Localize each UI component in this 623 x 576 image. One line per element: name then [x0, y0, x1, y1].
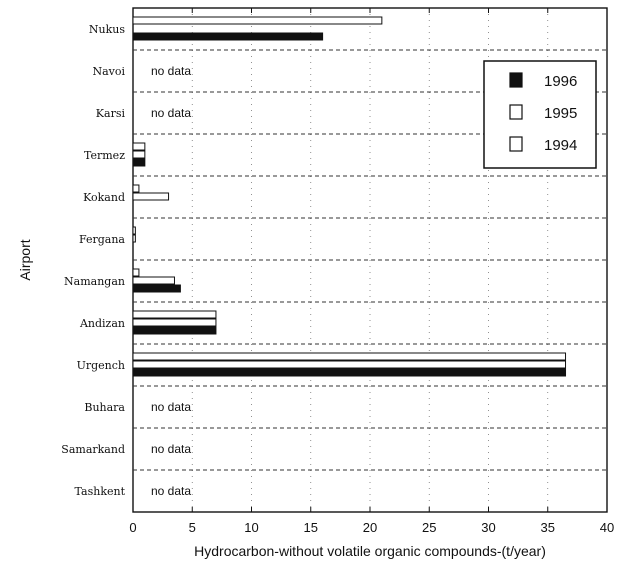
bar-1995-urgench [132, 360, 567, 369]
category-label: Namangan [64, 275, 125, 288]
legend-frame [483, 60, 597, 169]
bar-1994-fergana [132, 226, 136, 235]
legend-swatch-1994 [509, 136, 523, 152]
legend-label-1994: 1994 [544, 137, 577, 154]
bar-1995-termez [132, 150, 146, 159]
x-tick-labels: 0 5 10 15 20 25 30 35 40 [129, 8, 614, 535]
y-axis-title: Airport [17, 239, 33, 280]
bar-1994-termez [132, 142, 146, 151]
category-label: Urgench [77, 359, 125, 372]
x-tick-label: 35 [541, 520, 555, 535]
x-tick-label: 0 [129, 520, 136, 535]
category-label: Navoi [92, 65, 125, 78]
x-tick-label: 5 [189, 520, 196, 535]
x-tick-label: 40 [600, 520, 614, 535]
bar-1996-nukus [132, 32, 324, 41]
category-label: Fergana [79, 233, 125, 246]
bar-1995-kokand [132, 192, 170, 201]
legend-swatch-1996 [509, 72, 523, 88]
x-tick-label: 25 [422, 520, 436, 535]
category-label: Termez [84, 149, 125, 162]
no-data-label: no data [151, 442, 191, 456]
x-tick-label: 30 [481, 520, 495, 535]
bar-1996-termez [132, 158, 146, 167]
x-tick-label: 10 [244, 520, 258, 535]
category-label: Nukus [89, 23, 125, 36]
legend-swatch-1995 [509, 104, 523, 120]
legend: 1996 1995 1994 [483, 60, 597, 169]
legend-label-1996: 1996 [544, 73, 577, 90]
x-tick-label: 20 [363, 520, 377, 535]
category-label: Buhara [84, 401, 125, 414]
bar-1996-urgench [132, 368, 567, 377]
bar-1994-andizan [132, 310, 217, 319]
bar-1995-andizan [132, 318, 217, 327]
x-axis-title: Hydrocarbon-without volatile organic com… [194, 543, 546, 559]
category-labels: Nukus Navoi Karsi Termez Kokand Fergana Namang… [61, 23, 125, 498]
no-data-label: no data [151, 400, 191, 414]
x-tick-label: 15 [304, 520, 318, 535]
category-label: Samarkand [61, 443, 125, 456]
no-data-label: no data [151, 64, 191, 78]
bar-1996-andizan [132, 326, 217, 335]
legend-label-1995: 1995 [544, 105, 577, 122]
category-label: Andizan [79, 317, 125, 330]
bar-1994-namangan [132, 268, 140, 277]
bars [132, 16, 567, 377]
bar-1994-urgench [132, 352, 567, 361]
bar-1995-fergana [132, 234, 136, 243]
bar-1994-nukus [132, 16, 383, 25]
bar-1996-namangan [132, 284, 181, 293]
bar-1994-kokand [132, 184, 140, 193]
no-data-label: no data [151, 106, 191, 120]
no-data-label: no data [151, 484, 191, 498]
category-label: Tashkent [75, 485, 126, 498]
category-label: Karsi [96, 107, 126, 120]
no-data-labels: no data no data no data no data no data [151, 64, 191, 498]
bar-1995-namangan [132, 276, 175, 285]
category-label: Kokand [83, 191, 125, 204]
